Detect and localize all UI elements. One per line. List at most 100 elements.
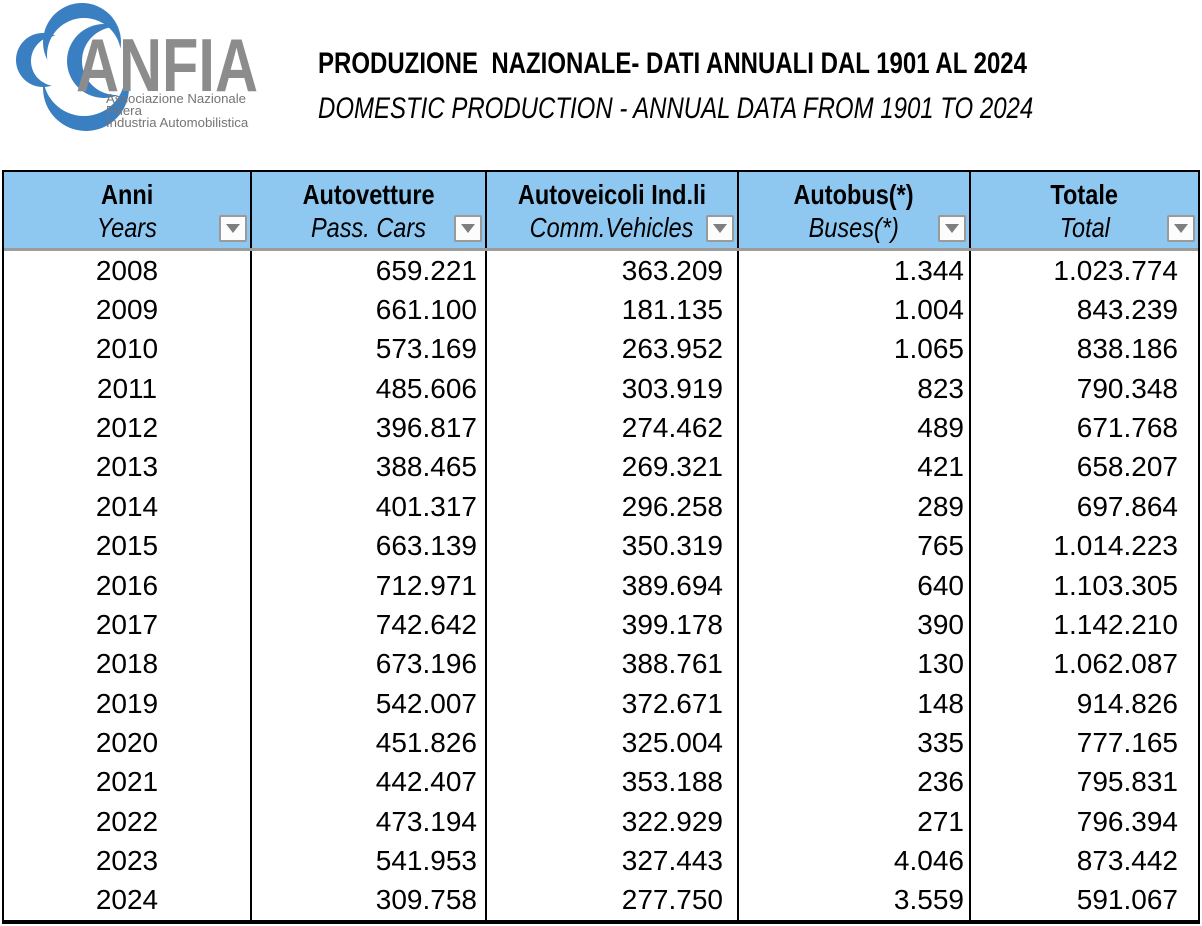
filter-autoveicoli-button[interactable] bbox=[706, 215, 734, 242]
table-row: 2024 309.758 277.750 3.559 591.067 bbox=[4, 880, 1198, 921]
logo-subline-3: Industria Automobilistica bbox=[106, 115, 249, 130]
total-cell: 796.394 bbox=[969, 802, 1198, 842]
total-cell: 777.165 bbox=[969, 723, 1198, 763]
column-title-en: Comm.Vehicles bbox=[530, 212, 694, 243]
logo-wordmark: ANFIA bbox=[76, 23, 258, 107]
year-cell: 2008 bbox=[95, 254, 159, 286]
passenger-cars-cell: 541.953 bbox=[250, 841, 485, 881]
total-cell: 790.348 bbox=[969, 369, 1198, 409]
passenger-cars-cell: 442.407 bbox=[250, 762, 485, 803]
column-header-anni: Anni Years bbox=[4, 172, 250, 248]
table-row: 2023 541.953 327.443 4.046 873.442 bbox=[4, 841, 1198, 881]
passenger-cars-cell: 309.758 bbox=[250, 880, 485, 921]
anfia-logo: ANFIA Associazione Nazionale Filiera Ind… bbox=[6, 0, 274, 132]
year-cell: 2022 bbox=[95, 805, 159, 837]
buses-cell: 421 bbox=[737, 447, 969, 488]
commercial-vehicles-cell: 353.188 bbox=[485, 762, 737, 803]
year-cell: 2021 bbox=[95, 766, 159, 798]
commercial-vehicles-cell: 327.443 bbox=[485, 841, 737, 881]
table-row: 2012 396.817 274.462 489 671.768 bbox=[4, 408, 1198, 448]
commercial-vehicles-cell: 399.178 bbox=[485, 605, 737, 645]
table-row: 2018 673.196 388.761 130 1.062.087 bbox=[4, 644, 1198, 684]
column-title-en: Pass. Cars bbox=[310, 212, 427, 243]
filter-autobus-button[interactable] bbox=[938, 215, 966, 242]
commercial-vehicles-cell: 296.258 bbox=[485, 487, 737, 527]
logo-subline-2: Filiera bbox=[106, 103, 143, 118]
table-row: 2016 712.971 389.694 640 1.103.305 bbox=[4, 565, 1198, 606]
year-cell: 2024 bbox=[95, 884, 159, 916]
passenger-cars-cell: 742.642 bbox=[250, 605, 485, 645]
column-header-autobus: Autobus(*) Buses(*) bbox=[737, 172, 969, 248]
commercial-vehicles-cell: 277.750 bbox=[485, 880, 737, 921]
buses-cell: 335 bbox=[737, 723, 969, 763]
buses-cell: 4.046 bbox=[737, 841, 969, 881]
chevron-down-icon bbox=[461, 224, 475, 233]
total-cell: 1.103.305 bbox=[969, 565, 1198, 606]
buses-cell: 1.344 bbox=[737, 251, 969, 291]
passenger-cars-cell: 401.317 bbox=[250, 487, 485, 527]
table-row: 2008 659.221 363.209 1.344 1.023.774 bbox=[4, 251, 1198, 291]
chevron-down-icon bbox=[226, 224, 240, 233]
column-title-en: Years bbox=[96, 212, 158, 243]
year-cell: 2017 bbox=[95, 608, 159, 640]
year-cell: 2020 bbox=[95, 726, 159, 758]
buses-cell: 289 bbox=[737, 487, 969, 527]
table-row: 2019 542.007 372.671 148 914.826 bbox=[4, 683, 1198, 724]
buses-cell: 390 bbox=[737, 605, 969, 645]
table-row: 2010 573.169 263.952 1.065 838.186 bbox=[4, 329, 1198, 370]
table-body: 2008 659.221 363.209 1.344 1.023.774 200… bbox=[4, 251, 1198, 921]
table-row: 2017 742.642 399.178 390 1.142.210 bbox=[4, 605, 1198, 645]
column-header-totale: Totale Total bbox=[969, 172, 1198, 248]
year-cell: 2014 bbox=[95, 490, 159, 522]
column-title-it: Totale bbox=[1050, 179, 1119, 210]
year-cell: 2018 bbox=[95, 648, 159, 680]
total-cell: 873.442 bbox=[969, 841, 1198, 881]
year-cell: 2012 bbox=[95, 412, 159, 444]
passenger-cars-cell: 396.817 bbox=[250, 408, 485, 448]
year-cell: 2015 bbox=[95, 530, 159, 562]
total-cell: 1.023.774 bbox=[969, 251, 1198, 291]
buses-cell: 148 bbox=[737, 683, 969, 724]
buses-cell: 3.559 bbox=[737, 880, 969, 921]
commercial-vehicles-cell: 303.919 bbox=[485, 369, 737, 409]
buses-cell: 130 bbox=[737, 644, 969, 684]
year-cell: 2011 bbox=[96, 372, 158, 404]
commercial-vehicles-cell: 389.694 bbox=[485, 565, 737, 606]
column-title-en: Total bbox=[1059, 212, 1110, 243]
total-cell: 1.014.223 bbox=[969, 526, 1198, 566]
total-cell: 795.831 bbox=[969, 762, 1198, 803]
commercial-vehicles-cell: 181.135 bbox=[485, 290, 737, 330]
chevron-down-icon bbox=[1174, 224, 1188, 233]
table-row: 2015 663.139 350.319 765 1.014.223 bbox=[4, 526, 1198, 566]
year-cell: 2013 bbox=[95, 451, 159, 483]
commercial-vehicles-cell: 322.929 bbox=[485, 802, 737, 842]
logo-subline-1: Associazione Nazionale bbox=[106, 91, 246, 106]
table-header-row: Anni Years Autovetture Pass. Cars Autove… bbox=[4, 172, 1198, 251]
column-title-it: Autovetture bbox=[302, 179, 435, 210]
total-cell: 591.067 bbox=[969, 880, 1198, 921]
commercial-vehicles-cell: 372.671 bbox=[485, 683, 737, 724]
passenger-cars-cell: 712.971 bbox=[250, 565, 485, 606]
passenger-cars-cell: 659.221 bbox=[250, 251, 485, 291]
table-row: 2020 451.826 325.004 335 777.165 bbox=[4, 723, 1198, 763]
year-cell: 2019 bbox=[95, 687, 159, 719]
production-table: Anni Years Autovetture Pass. Cars Autove… bbox=[2, 170, 1200, 924]
filter-anni-button[interactable] bbox=[219, 215, 247, 242]
filter-autovetture-button[interactable] bbox=[454, 215, 482, 242]
buses-cell: 1.065 bbox=[737, 329, 969, 370]
year-cell: 2009 bbox=[95, 294, 159, 326]
page-subtitle: DOMESTIC PRODUCTION - ANNUAL DATA FROM 1… bbox=[318, 92, 1034, 125]
column-title-it: Autobus(*) bbox=[793, 179, 915, 210]
filter-totale-button[interactable] bbox=[1167, 215, 1195, 242]
column-header-autoveicoli: Autoveicoli Ind.li Comm.Vehicles bbox=[485, 172, 737, 248]
passenger-cars-cell: 542.007 bbox=[250, 683, 485, 724]
column-title-en: Buses(*) bbox=[808, 212, 900, 243]
chevron-down-icon bbox=[945, 224, 959, 233]
page-titles: PRODUZIONE NAZIONALE- DATI ANNUALI DAL 1… bbox=[318, 47, 1202, 126]
column-title-it: Anni bbox=[100, 179, 154, 210]
total-cell: 838.186 bbox=[969, 329, 1198, 370]
table-row: 2014 401.317 296.258 289 697.864 bbox=[4, 487, 1198, 527]
commercial-vehicles-cell: 350.319 bbox=[485, 526, 737, 566]
column-header-autovetture: Autovetture Pass. Cars bbox=[250, 172, 485, 248]
buses-cell: 823 bbox=[737, 369, 969, 409]
